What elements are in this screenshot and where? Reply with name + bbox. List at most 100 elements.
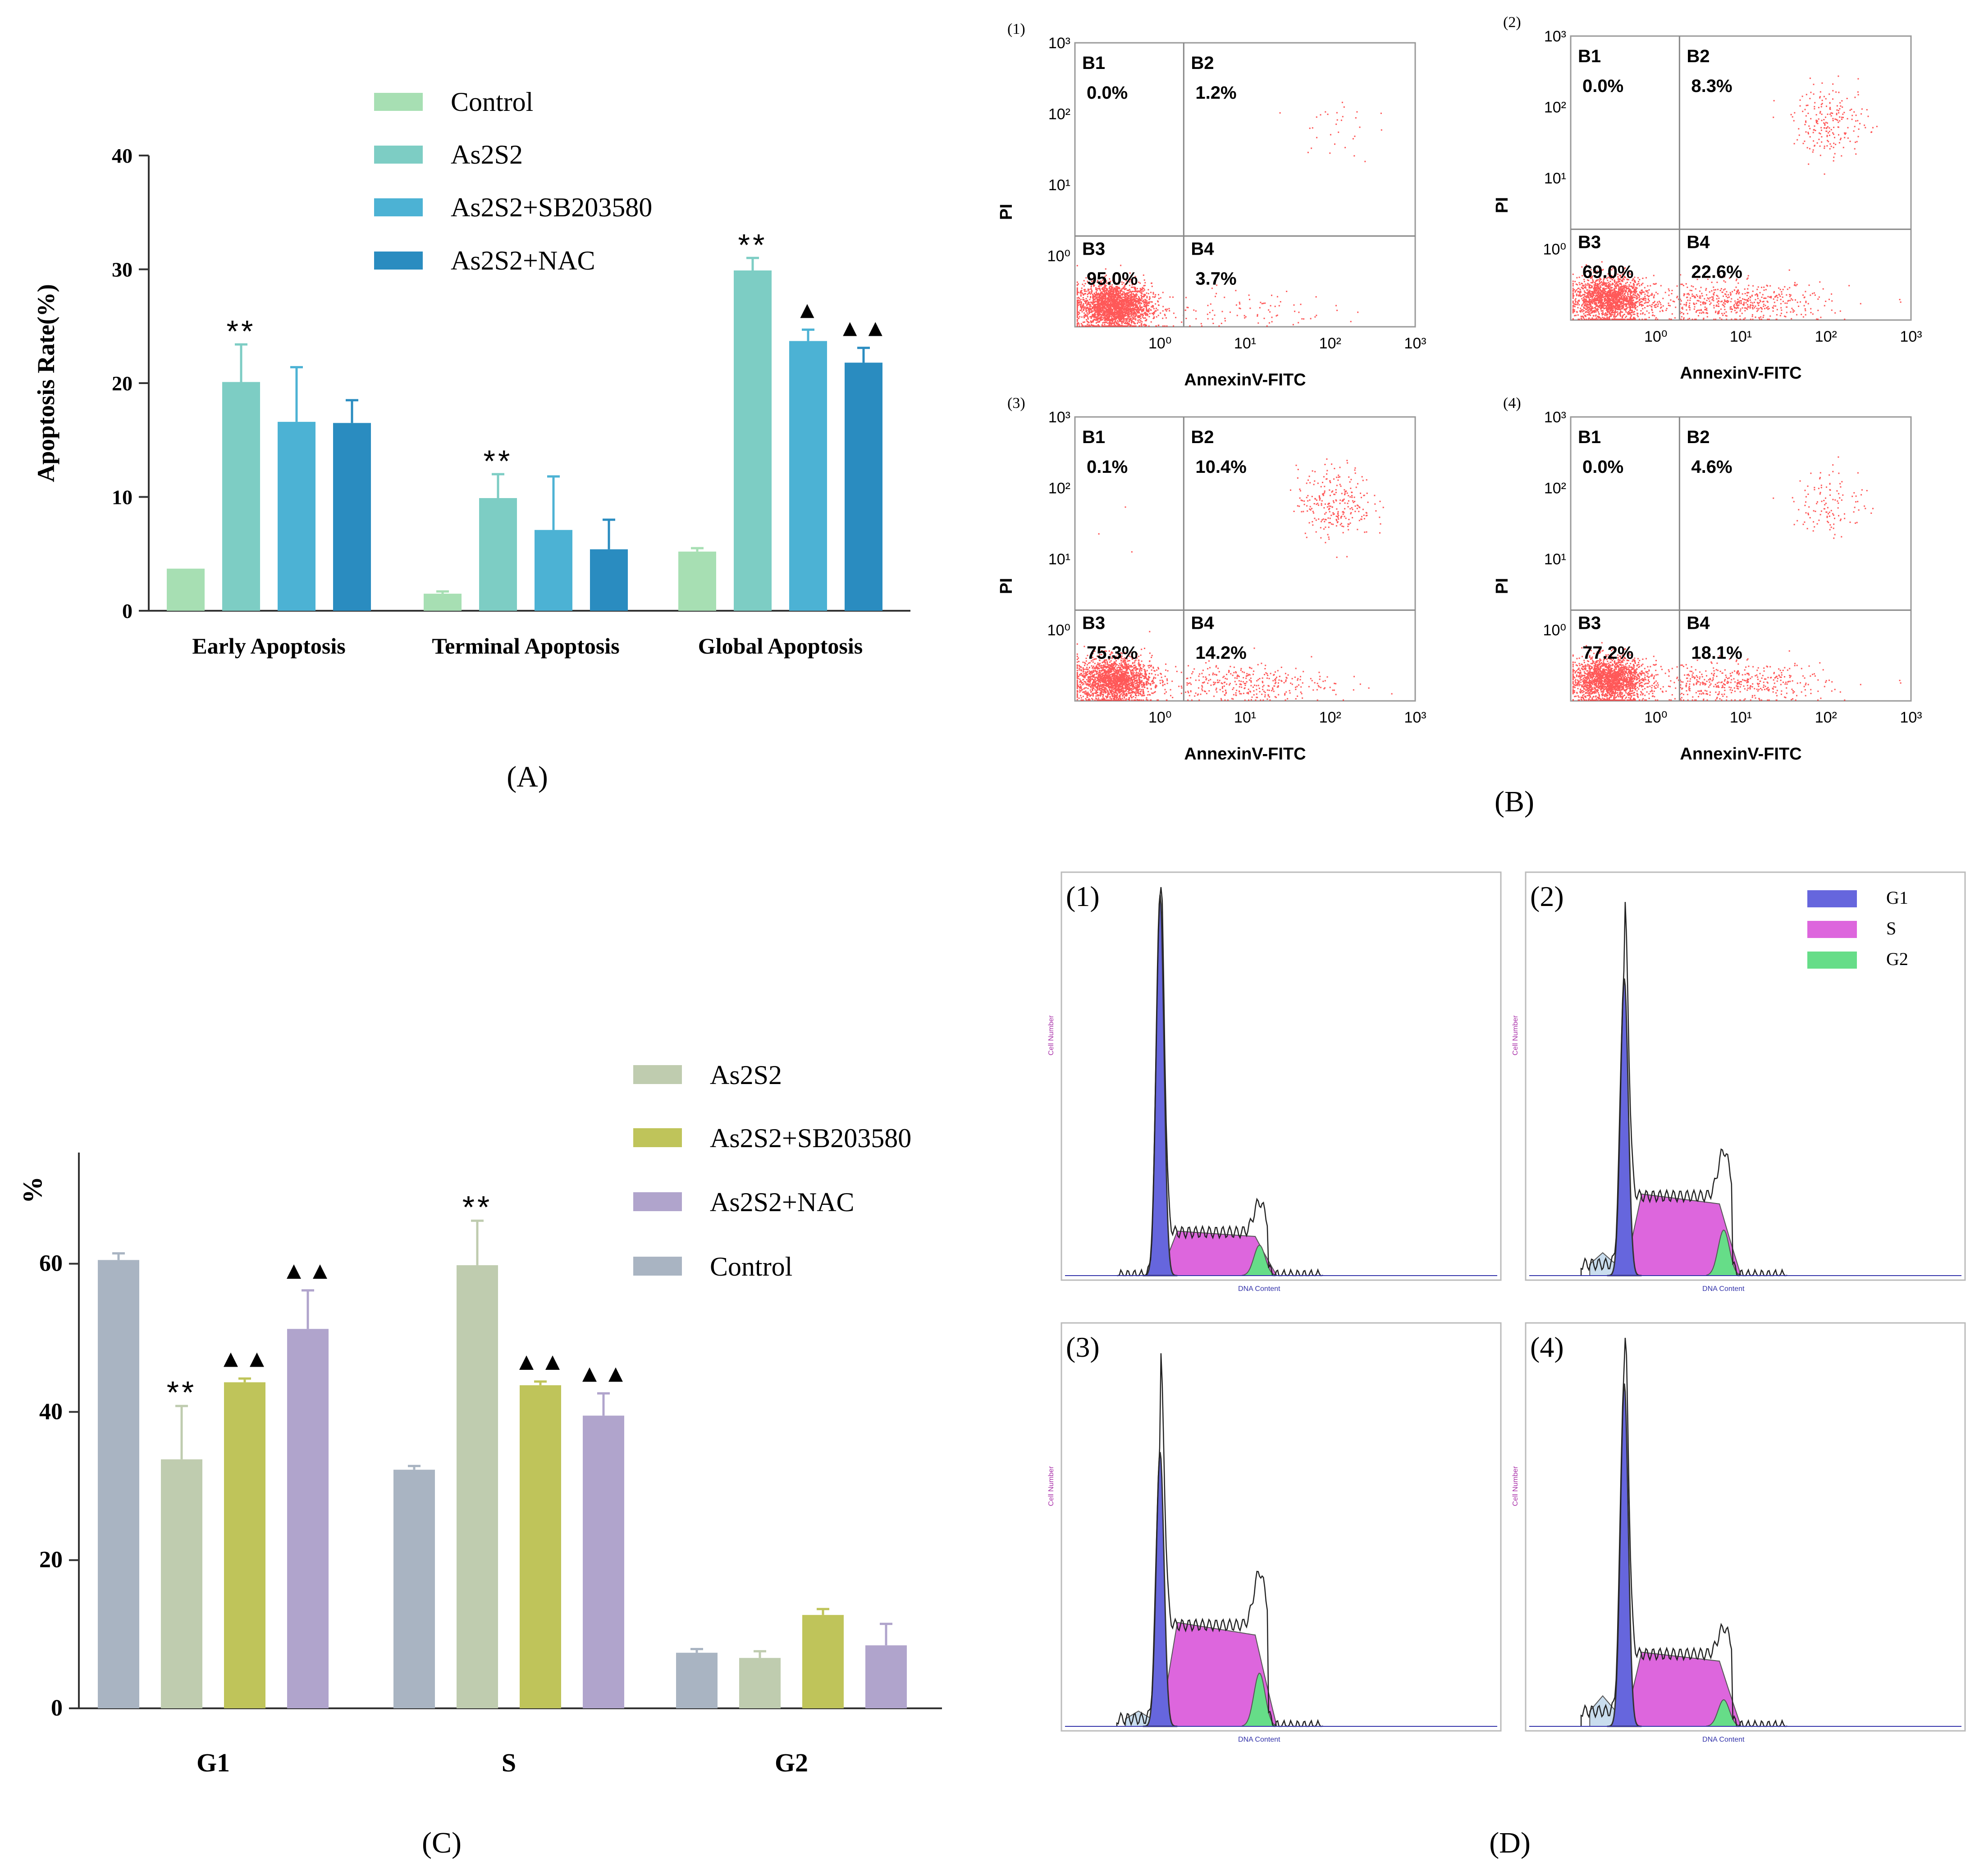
quadrant-name-B2: B2 (1191, 427, 1214, 447)
bar-as2s2-sb203580-s (520, 1385, 561, 1708)
legend-swatch-3 (374, 198, 423, 216)
x-axis-title: DNA Content (1702, 1736, 1745, 1743)
legend-label-2: As2S2 (451, 140, 523, 169)
category-label: Early Apoptosis (192, 633, 345, 659)
event-dots (1076, 101, 1382, 327)
x-axis-title: AnnexinV-FITC (1680, 745, 1801, 764)
x-tick-label: 10¹ (1234, 335, 1256, 352)
plot-frame (1570, 35, 1912, 321)
quadrant-percent-B1: 0.0% (1582, 76, 1623, 96)
y-tick-label: 10² (1048, 106, 1070, 123)
histogram-envelope (1580, 1338, 1787, 1727)
quadrant-name-B2: B2 (1191, 53, 1214, 73)
x-axis-title: DNA Content (1238, 1736, 1280, 1743)
quadrant-percent-B4: 14.2% (1195, 643, 1246, 663)
y-tick-label: 10³ (1048, 409, 1070, 426)
quadrant-name-B2: B2 (1687, 427, 1710, 447)
significance-stars: ** (227, 314, 256, 348)
subplot-label: (4) (1503, 395, 1521, 412)
legend-swatch-4 (374, 252, 423, 270)
y-axis-title: Cell Number (1512, 1466, 1519, 1506)
y-tick-label: 10² (1048, 480, 1070, 497)
y-tick-label: 10¹ (1048, 177, 1070, 194)
bar-control-s (393, 1469, 435, 1708)
bar-as2s2-early-apoptosis (222, 382, 260, 611)
bar-as2s2-sb203580-terminal-apoptosis (535, 530, 572, 611)
quadrant-percent-B1: 0.1% (1087, 457, 1128, 477)
x-tick-label: 10¹ (1730, 709, 1752, 726)
y-tick-label: 30 (112, 258, 133, 281)
panel-c-label: (C) (422, 1826, 462, 1859)
x-tick-label: 10³ (1404, 335, 1426, 352)
bar-as2s2-sb203580-global-apoptosis (789, 341, 827, 611)
histogram-envelope (1580, 901, 1787, 1277)
y-axis-title: PI (1493, 578, 1512, 594)
bar-as2s2-nac-terminal-apoptosis (590, 549, 628, 611)
panel-b-flow-cytometry: (B) B1 0.0% B2 1.2% B3 95.0% B4 3.7% 10⁰ 10⁰ 10¹ 10… (997, 14, 1922, 818)
histogram-plot-4: DNA Content Cell Number (4) (1512, 1322, 1966, 1743)
plot-frame (1525, 871, 1966, 1281)
quadrant-name-B4: B4 (1191, 239, 1214, 259)
y-tick-label: 10³ (1544, 409, 1566, 426)
bar-control-g1 (98, 1260, 139, 1708)
legend-label-3: As2S2+NAC (710, 1187, 855, 1217)
histogram-plot-1: DNA Content Cell Number (1) (1047, 871, 1502, 1293)
y-tick-label: 10³ (1048, 35, 1070, 52)
flow-plot-3: B1 0.1% B2 10.4% B3 75.3% B4 14.2% 10⁰ 10⁰ 10¹ 10¹ 1… (997, 395, 1426, 764)
bar-as2s2-global-apoptosis (734, 270, 772, 611)
plot-frame (1074, 416, 1416, 702)
legend-label-4: Control (710, 1252, 792, 1281)
x-tick-label: 10⁰ (1148, 709, 1171, 726)
significance-triangles: ▲▲ (838, 315, 889, 342)
x-tick-label: 10³ (1900, 328, 1922, 345)
quadrant-percent-B1: 0.0% (1582, 457, 1623, 477)
legend-swatch-g2 (1807, 952, 1857, 969)
subplot-label: (1) (1066, 880, 1100, 912)
y-tick-label: 10² (1544, 480, 1566, 497)
y-tick-label: 10² (1544, 99, 1566, 116)
legend-label-1: Control (451, 87, 533, 117)
flow-plot-2: B1 0.0% B2 8.3% B3 69.0% B4 22.6% 10⁰ 10⁰ 10¹ 10¹ 10… (1493, 14, 1922, 383)
y-axis-title: PI (997, 204, 1016, 220)
plot-frame (1061, 1322, 1502, 1732)
y-tick-label: 10¹ (1544, 551, 1566, 568)
plot-frame (1525, 1322, 1966, 1732)
y-axis-title: Cell Number (1047, 1466, 1055, 1506)
subplot-label: (2) (1503, 14, 1521, 31)
bar-as2s2-g1 (161, 1459, 202, 1708)
legend-swatch-2 (374, 146, 423, 164)
quadrant-name-B4: B4 (1191, 613, 1214, 633)
event-dots (1572, 75, 1902, 320)
plot-frame (1061, 871, 1502, 1281)
bar-control-early-apoptosis (167, 568, 205, 611)
event-dots (1572, 456, 1902, 701)
x-tick-label: 10³ (1900, 709, 1922, 726)
y-tick-label: 10⁰ (1047, 248, 1070, 265)
legend-swatch-1 (633, 1065, 682, 1084)
legend-label-3: As2S2+SB203580 (451, 192, 652, 222)
significance-triangles: ▲▲ (514, 1348, 567, 1375)
x-tick-label: 10² (1815, 328, 1837, 345)
quadrant-percent-B2: 1.2% (1195, 83, 1236, 103)
quadrant-name-B4: B4 (1687, 613, 1710, 633)
panel-a-bar-chart: (A) 0 10 20 30 40 Apoptosis Rate(%) Early Apop… (32, 87, 910, 793)
legend-swatch-3 (633, 1192, 682, 1211)
category-label: Global Apoptosis (698, 633, 863, 659)
y-tick-label: 40 (39, 1399, 63, 1424)
subplot-label: (4) (1530, 1331, 1564, 1363)
category-label: G2 (775, 1748, 808, 1777)
y-tick-label: 10¹ (1048, 551, 1070, 568)
y-tick-label: 10¹ (1544, 170, 1566, 187)
x-axis-title: AnnexinV-FITC (1680, 364, 1801, 383)
quadrant-percent-B2: 4.6% (1691, 457, 1732, 477)
histogram-envelope (1116, 1353, 1323, 1727)
legend-label-1: As2S2 (710, 1060, 782, 1090)
legend-label-g1: G1 (1886, 888, 1908, 908)
quadrant-percent-B2: 8.3% (1691, 76, 1732, 96)
significance-stars: ** (484, 444, 513, 478)
significance-triangles: ▲ (795, 297, 821, 323)
legend-label-4: As2S2+NAC (451, 246, 595, 275)
bar-as2s2-terminal-apoptosis (479, 498, 517, 611)
